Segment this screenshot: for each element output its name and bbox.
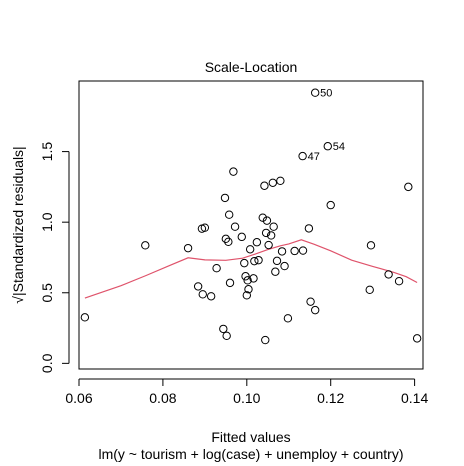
data-point bbox=[198, 290, 207, 299]
data-point bbox=[298, 151, 307, 161]
data-point bbox=[224, 210, 234, 219]
data-point bbox=[219, 324, 228, 334]
data-point bbox=[224, 237, 233, 247]
data-point bbox=[277, 247, 287, 256]
data-point bbox=[269, 222, 278, 231]
chart-title: Scale-Location bbox=[205, 59, 298, 75]
data-point bbox=[254, 255, 263, 265]
x-tick-label: 0.12 bbox=[317, 390, 344, 406]
data-point bbox=[244, 285, 253, 294]
data-point bbox=[323, 142, 332, 151]
data-point bbox=[212, 264, 221, 273]
data-point bbox=[252, 238, 262, 247]
data-point bbox=[222, 331, 231, 341]
data-point bbox=[290, 246, 299, 256]
data-point bbox=[80, 313, 90, 322]
data-point bbox=[200, 223, 210, 232]
y-axis-label: √|Standardized residuals| bbox=[10, 146, 26, 303]
data-point bbox=[271, 267, 280, 276]
data-point bbox=[326, 200, 335, 210]
data-point bbox=[243, 276, 252, 285]
smooth-line-path bbox=[84, 239, 418, 299]
data-point bbox=[229, 167, 238, 176]
x-axis-label: Fitted values bbox=[211, 429, 290, 445]
data-point bbox=[245, 245, 255, 254]
data-point bbox=[261, 335, 270, 345]
data-point bbox=[268, 178, 278, 187]
y-tick-label: 0.0 bbox=[39, 353, 55, 373]
data-point bbox=[241, 272, 250, 281]
y-tick-label: 1.5 bbox=[39, 142, 55, 162]
model-formula: lm(y ~ tourism + log(case) + unemploy + … bbox=[98, 446, 403, 462]
data-point bbox=[242, 291, 252, 300]
data-point bbox=[260, 181, 269, 190]
data-point bbox=[141, 241, 150, 250]
data-point bbox=[310, 305, 320, 315]
data-point bbox=[366, 241, 376, 250]
data-point bbox=[206, 292, 216, 301]
data-point bbox=[272, 256, 282, 266]
data-point bbox=[249, 274, 258, 283]
point-annotations: 50 54 47 bbox=[308, 88, 345, 163]
x-tick-label: 0.08 bbox=[149, 390, 176, 406]
y-tick-label: 0.5 bbox=[39, 283, 55, 303]
data-point bbox=[280, 261, 289, 271]
x-tick-label: 0.10 bbox=[233, 390, 260, 406]
data-point bbox=[264, 240, 273, 250]
data-point bbox=[261, 228, 271, 238]
data-point bbox=[225, 278, 235, 288]
y-axis: 0.0 0.5 1.0 1.5 bbox=[39, 142, 70, 373]
data-point bbox=[237, 232, 246, 242]
data-point bbox=[266, 231, 276, 240]
data-point bbox=[298, 246, 308, 255]
data-point bbox=[412, 334, 422, 343]
data-point bbox=[262, 216, 272, 225]
data-point bbox=[250, 256, 259, 266]
data-point bbox=[240, 258, 249, 268]
data-point bbox=[220, 193, 230, 203]
data-point bbox=[310, 88, 320, 97]
smooth-line bbox=[84, 239, 418, 299]
point-label: 54 bbox=[333, 141, 345, 153]
data-point bbox=[193, 282, 203, 291]
point-label: 47 bbox=[308, 151, 320, 163]
point-label: 50 bbox=[320, 88, 332, 100]
data-point bbox=[404, 182, 413, 192]
data-point bbox=[365, 285, 374, 294]
data-point bbox=[394, 276, 404, 286]
data-point bbox=[306, 297, 315, 306]
y-tick-label: 1.0 bbox=[39, 212, 55, 232]
x-axis: 0.06 0.08 0.10 0.12 0.14 bbox=[65, 378, 428, 406]
data-point bbox=[230, 222, 240, 231]
data-point bbox=[258, 213, 267, 222]
plot-frame bbox=[78, 80, 424, 370]
data-point bbox=[304, 224, 314, 233]
data-points bbox=[80, 88, 422, 345]
data-point bbox=[283, 314, 293, 323]
data-point bbox=[384, 270, 393, 279]
data-point bbox=[221, 234, 231, 244]
data-point bbox=[276, 176, 285, 186]
x-tick-label: 0.14 bbox=[401, 390, 428, 406]
data-point bbox=[183, 243, 193, 253]
x-tick-label: 0.06 bbox=[65, 390, 92, 406]
